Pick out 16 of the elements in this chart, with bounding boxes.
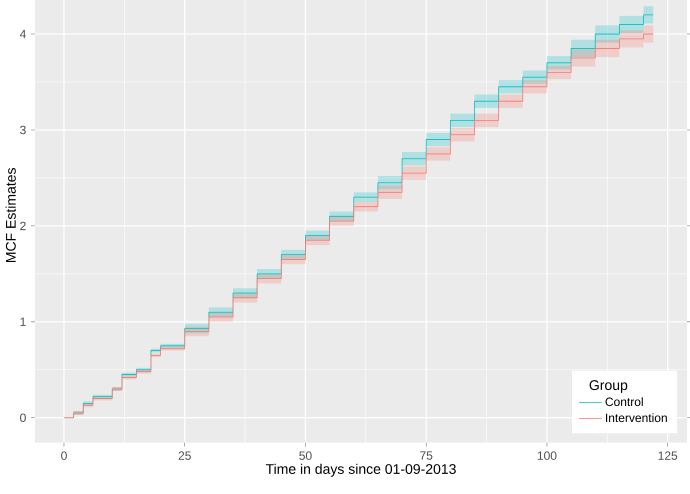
x-axis-title: Time in days since 01-09-2013 [266,464,456,477]
y-axis-title: MCF Estimates [6,168,16,262]
x-tick-label: 100 [538,451,556,460]
y-tick-label: 0 [20,413,26,422]
x-tick-label: 50 [299,451,312,460]
x-tick-label: 75 [420,451,432,460]
x-tick-label: 125 [658,451,678,460]
y-tick-label: 3 [20,126,26,134]
legend-label: Control [606,397,643,406]
legend-label: Intervention [606,413,667,422]
legend-title: Group [590,380,628,393]
y-tick-label: 2 [20,222,26,230]
x-tick-label: 0 [61,451,67,460]
y-tick-label: 4 [20,30,26,38]
x-tick-label: 25 [178,451,191,460]
y-tick-label: 1 [20,318,26,326]
